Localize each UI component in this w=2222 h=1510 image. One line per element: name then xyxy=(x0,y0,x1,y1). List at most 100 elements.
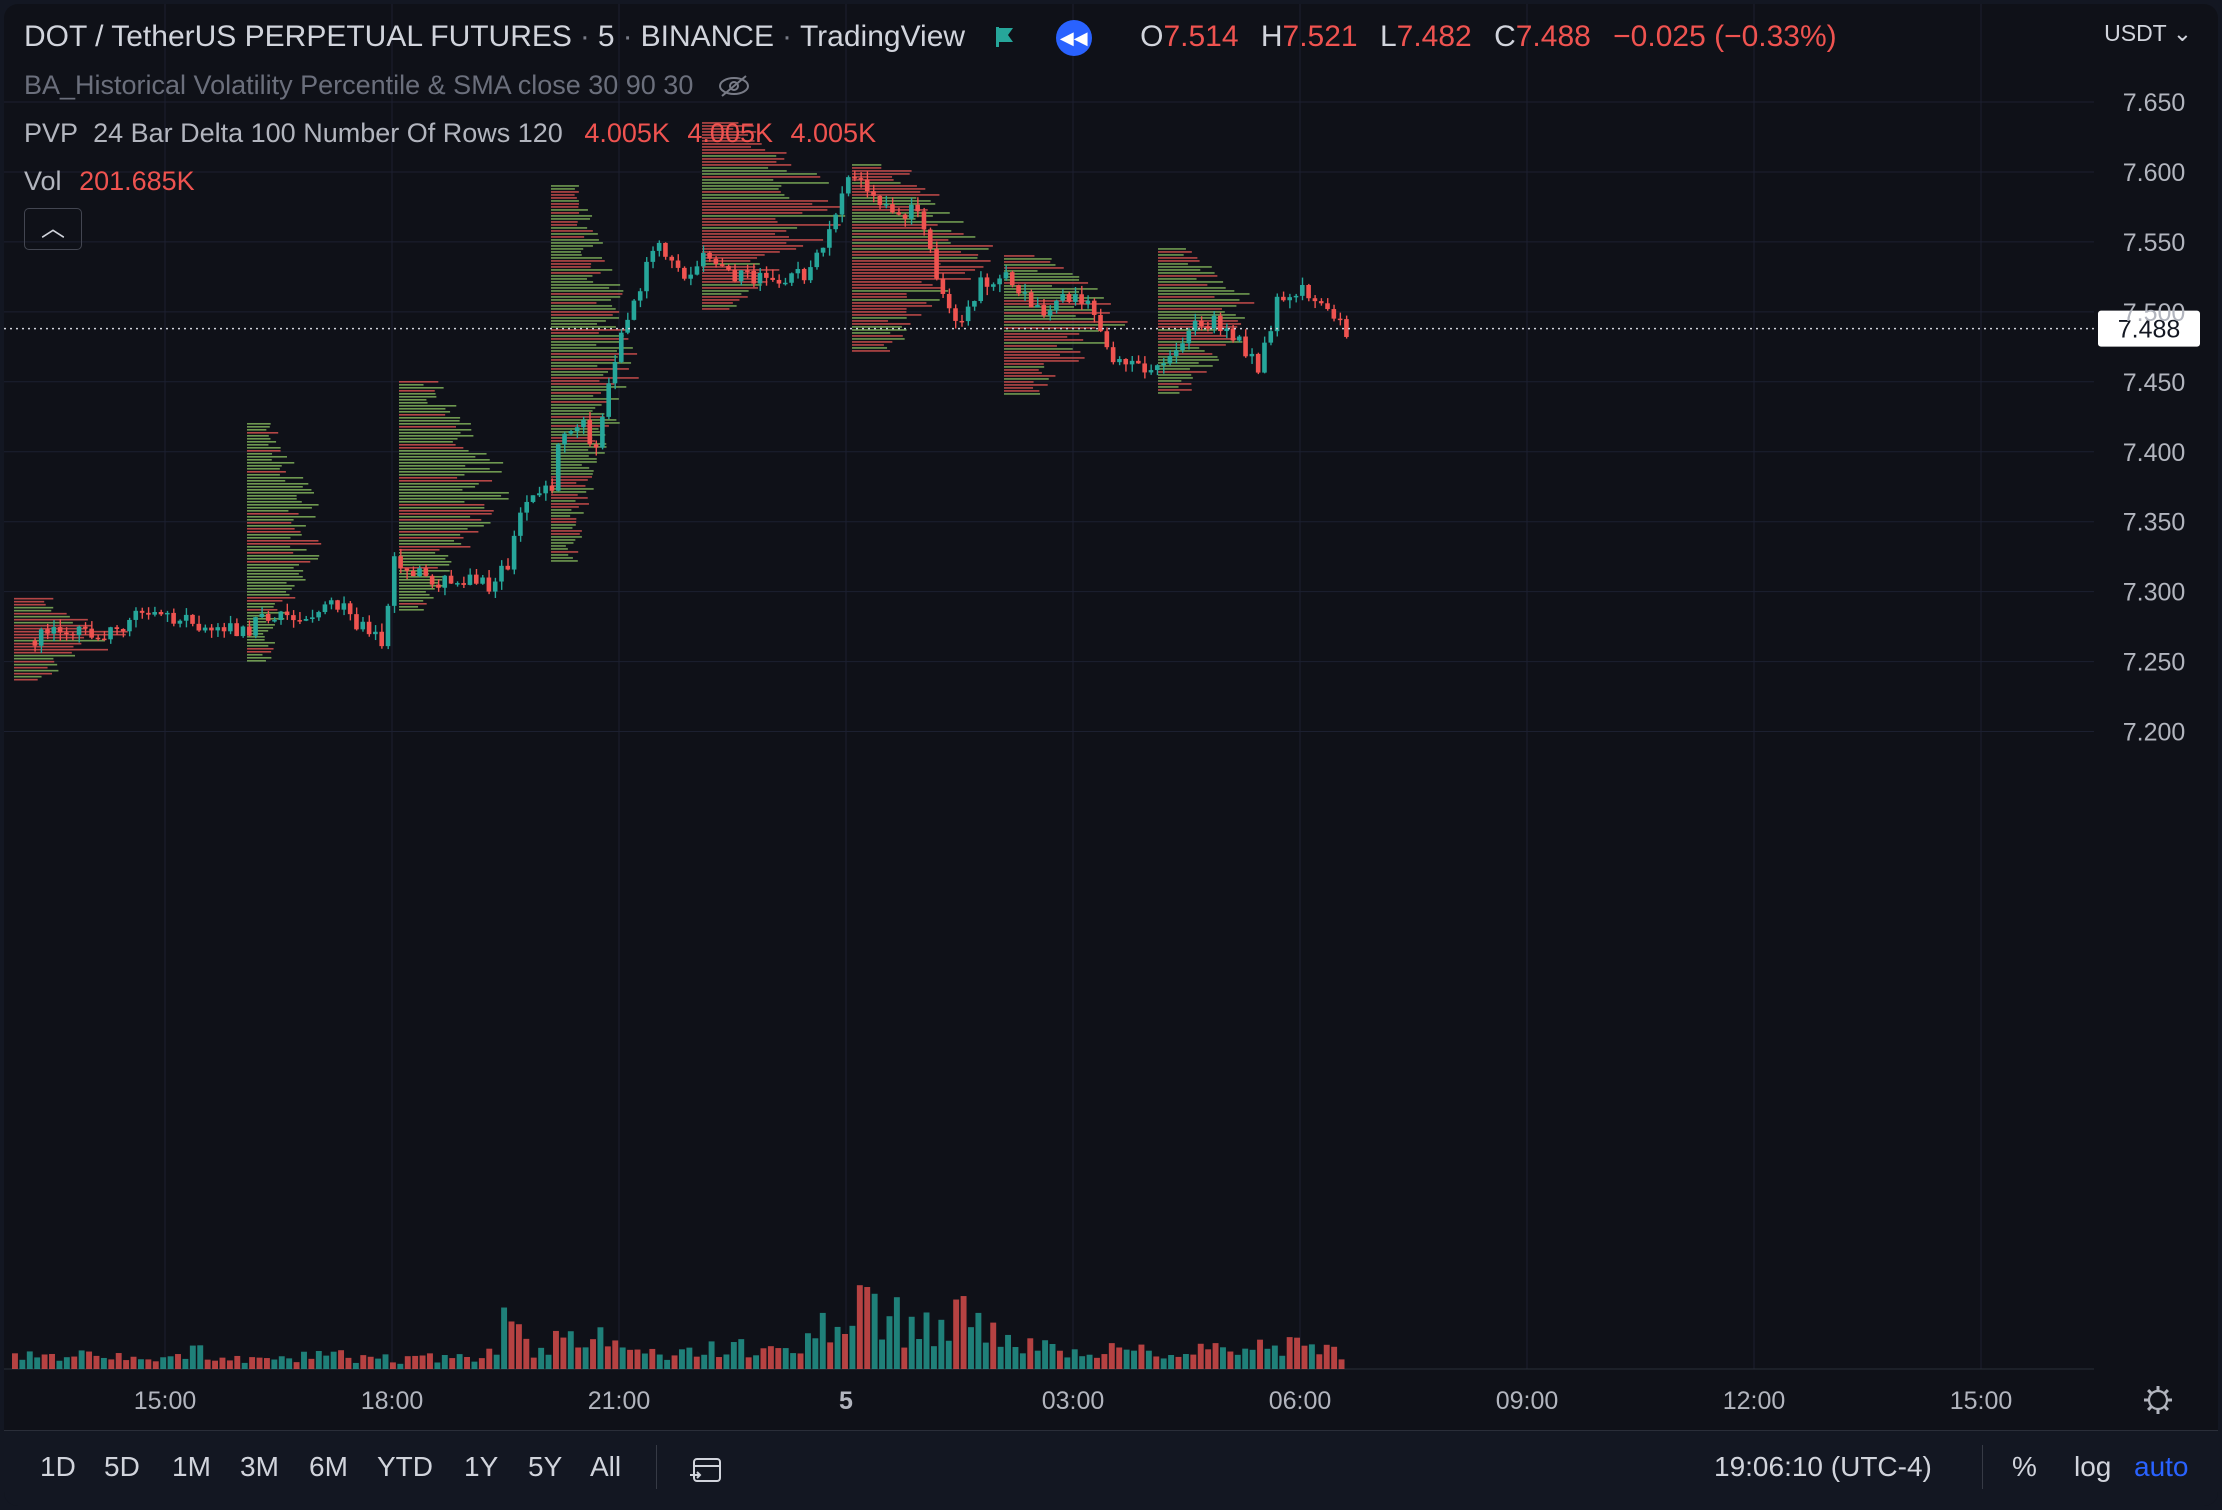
candle-body xyxy=(656,242,662,251)
candle-body xyxy=(707,252,712,259)
replay-icon[interactable]: ◀◀ xyxy=(1055,20,1092,56)
candle-body xyxy=(619,332,624,362)
hidden-eye-icon[interactable] xyxy=(717,74,751,98)
candle-body xyxy=(51,627,57,634)
volume-bar xyxy=(419,1355,426,1369)
candle-body xyxy=(675,260,681,268)
interval[interactable]: 5 xyxy=(597,20,615,53)
range-ytd[interactable]: YTD xyxy=(377,1451,433,1482)
volume-bar xyxy=(1197,1343,1204,1369)
candle-body xyxy=(1154,365,1160,371)
volume-bar xyxy=(204,1359,211,1369)
symbol-name[interactable]: DOT / TetherUS PERPETUAL FUTURES xyxy=(24,20,572,53)
volume-bar xyxy=(219,1357,226,1369)
candle-body xyxy=(1344,319,1349,337)
volume-bar xyxy=(1301,1345,1308,1369)
date-range-icon[interactable] xyxy=(686,1449,726,1489)
candle-body xyxy=(631,300,637,320)
range-5d[interactable]: 5D xyxy=(104,1451,140,1482)
volume-bar xyxy=(34,1357,41,1369)
log-toggle[interactable]: log xyxy=(2074,1451,2112,1482)
volume-bar xyxy=(515,1324,522,1369)
candle-body xyxy=(1331,309,1337,319)
candle-body xyxy=(202,627,208,631)
candle-body xyxy=(1117,359,1122,363)
candle-body xyxy=(1129,360,1135,365)
volume-bar xyxy=(449,1358,456,1369)
candle-body xyxy=(417,568,422,577)
volume-bar xyxy=(278,1356,285,1369)
candle-body xyxy=(1293,295,1299,298)
volume-bar xyxy=(412,1355,419,1369)
volume-bar xyxy=(797,1353,804,1369)
x-tick-label: 03:00 xyxy=(1042,1387,1105,1415)
candle-body xyxy=(896,212,902,215)
settings-gear-icon[interactable] xyxy=(2144,1386,2172,1414)
candle-body xyxy=(171,612,176,624)
candle-body xyxy=(1098,314,1103,332)
volume-bar xyxy=(464,1357,470,1369)
y-tick-label: 7.300 xyxy=(2123,579,2186,607)
candle-body xyxy=(568,431,574,434)
volume-bar xyxy=(627,1349,634,1369)
symbol-legend: DOT / TetherUS PERPETUAL FUTURES · 5 · BINAN… xyxy=(24,20,1837,56)
volume-bar xyxy=(338,1350,344,1369)
low-value: 7.482 xyxy=(1396,20,1472,53)
volume-bar xyxy=(953,1299,960,1369)
candle-body xyxy=(158,611,164,615)
open-value: 7.514 xyxy=(1163,20,1239,53)
candle-body xyxy=(1243,336,1248,357)
volume-bar xyxy=(997,1346,1004,1369)
candle-body xyxy=(152,611,157,615)
flag-icon[interactable] xyxy=(995,26,1015,48)
percent-toggle[interactable]: % xyxy=(2012,1451,2037,1482)
candle-body xyxy=(196,623,202,631)
volume-bar xyxy=(804,1333,811,1369)
candle-body xyxy=(530,495,536,502)
pvp-name: PVP xyxy=(24,118,78,148)
candle-body xyxy=(1199,320,1204,327)
hvp-indicator-legend[interactable]: BA_Historical Volatility Percentile & SM… xyxy=(24,70,751,101)
range-5y[interactable]: 5Y xyxy=(528,1451,563,1482)
range-6m[interactable]: 6M xyxy=(309,1451,348,1482)
range-all[interactable]: All xyxy=(590,1451,622,1482)
volume-bar xyxy=(708,1341,715,1369)
clock-time[interactable]: 19:06:10 (UTC-4) xyxy=(1714,1451,1932,1482)
range-1y[interactable]: 1Y xyxy=(464,1451,499,1482)
pvp-indicator-legend[interactable]: PVP 24 Bar Delta 100 Number Of Rows 120 … xyxy=(24,118,876,149)
volume-bar xyxy=(404,1356,411,1369)
volume-bar xyxy=(1316,1354,1323,1369)
volume-bar xyxy=(1168,1355,1175,1369)
range-1d[interactable]: 1D xyxy=(40,1451,76,1482)
auto-toggle[interactable]: auto xyxy=(2134,1451,2189,1482)
volume-bar xyxy=(686,1347,693,1369)
candle-body xyxy=(1079,294,1084,304)
vol-indicator-legend[interactable]: Vol 201.685K xyxy=(24,166,195,197)
candle-body xyxy=(537,493,542,496)
collapse-legend-button[interactable]: ︿ xyxy=(24,208,82,250)
range-3m[interactable]: 3M xyxy=(240,1451,279,1482)
volume-bar xyxy=(41,1354,48,1369)
volume-bar xyxy=(123,1360,130,1369)
candle-body xyxy=(902,214,908,219)
price-chart[interactable]: 7.488 7.650 7.600 7.550 7.500 7.450 7.400 7.35… xyxy=(4,4,2218,1430)
range-1m[interactable]: 1M xyxy=(172,1451,211,1482)
volume-bar xyxy=(782,1348,789,1369)
candle-body xyxy=(190,614,195,624)
volume-bar xyxy=(1190,1354,1197,1369)
candle-body xyxy=(1009,272,1015,286)
volume-bar xyxy=(249,1357,256,1369)
volume-bar xyxy=(1175,1356,1182,1369)
volume-bar xyxy=(723,1354,730,1369)
candle-body xyxy=(272,620,277,622)
candle-body xyxy=(473,574,479,584)
candle-body xyxy=(757,272,763,284)
volume-bar xyxy=(145,1359,152,1369)
volume-bar xyxy=(1338,1359,1345,1369)
volume-bar xyxy=(530,1357,537,1369)
currency-selector[interactable]: USDT ⌄ xyxy=(2104,20,2192,47)
candle-body xyxy=(1287,297,1292,301)
candle-body xyxy=(1161,363,1166,366)
y-tick-label: 7.450 xyxy=(2123,369,2186,397)
candle-body xyxy=(612,361,618,384)
